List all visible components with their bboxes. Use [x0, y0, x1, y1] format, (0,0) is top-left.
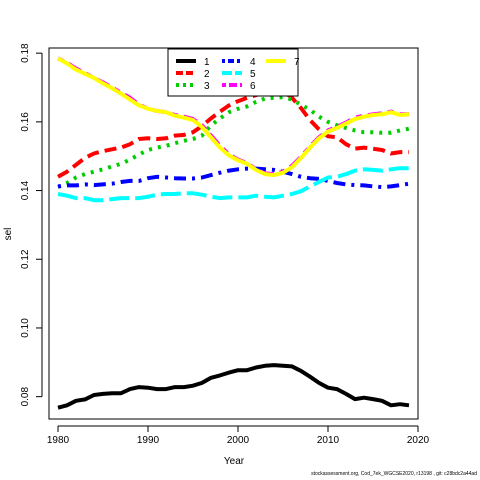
legend-label-3: 3 — [204, 81, 210, 92]
series-line-7 — [56, 56, 410, 178]
y-axis-title: sel — [3, 228, 14, 241]
y-axis: 0.08 0.10 0.12 0.14 0.16 0.18 — [20, 43, 43, 407]
series-line-5 — [57, 166, 409, 203]
legend-label-1: 1 — [204, 57, 210, 68]
footer-credit: stockassessment.org, Cod_7ek_WGCSE2020, … — [311, 471, 477, 477]
y-tick-label-0.12: 0.12 — [20, 249, 31, 269]
legend: 123 456 7 — [167, 48, 300, 97]
series-layer — [56, 56, 410, 410]
y-tick-label-0.18: 0.18 — [20, 43, 31, 63]
x-axis-title: Year — [224, 456, 245, 467]
x-tick-label-1980: 1980 — [47, 435, 70, 446]
x-tick-label-2000: 2000 — [227, 435, 250, 446]
legend-label-7: 7 — [294, 57, 300, 68]
legend-label-4: 4 — [250, 57, 256, 68]
x-axis: 1980 1990 2000 2010 2020 — [47, 425, 430, 446]
y-tick-label-0.10: 0.10 — [20, 318, 31, 338]
series-line-4 — [57, 166, 410, 190]
x-tick-label-2020: 2020 — [407, 435, 430, 446]
plot-area — [48, 47, 419, 420]
legend-label-6: 6 — [250, 81, 256, 92]
y-tick-label-0.08: 0.08 — [20, 387, 31, 407]
y-tick-label-0.14: 0.14 — [20, 180, 31, 200]
y-tick-label-0.16: 0.16 — [20, 112, 31, 132]
series-line-1 — [57, 363, 410, 410]
legend-label-5: 5 — [250, 69, 256, 80]
x-tick-label-1990: 1990 — [137, 435, 160, 446]
x-tick-label-2010: 2010 — [317, 435, 340, 446]
legend-label-2: 2 — [204, 69, 210, 80]
